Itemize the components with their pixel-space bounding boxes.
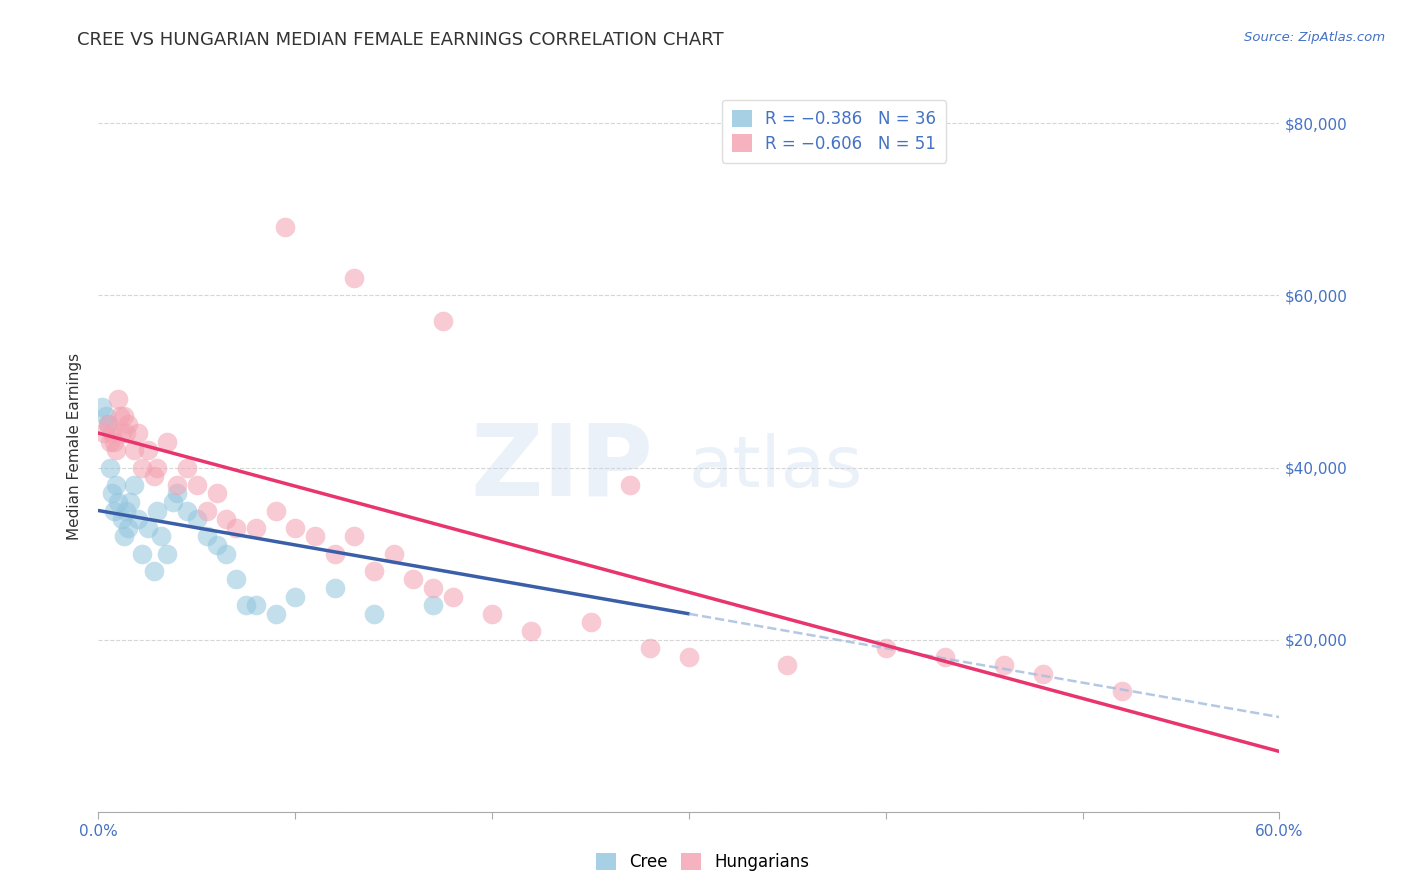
Point	[103, 434, 125, 449]
Point	[323, 581, 346, 595]
Point	[122, 443, 145, 458]
Point	[875, 641, 897, 656]
Point	[343, 271, 366, 285]
Point	[343, 529, 366, 543]
Point	[136, 521, 159, 535]
Point	[274, 219, 297, 234]
Text: CREE VS HUNGARIAN MEDIAN FEMALE EARNINGS CORRELATION CHART: CREE VS HUNGARIAN MEDIAN FEMALE EARNINGS…	[77, 31, 724, 49]
Point	[146, 460, 169, 475]
Point	[934, 649, 956, 664]
Point	[215, 547, 238, 561]
Point	[97, 417, 120, 432]
Point	[186, 477, 208, 491]
Point	[579, 615, 602, 630]
Legend: R = −0.386   N = 36, R = −0.606   N = 51: R = −0.386 N = 36, R = −0.606 N = 51	[723, 100, 946, 162]
Point	[107, 495, 129, 509]
Point	[245, 598, 267, 612]
Point	[264, 503, 287, 517]
Point	[402, 573, 425, 587]
Point	[235, 598, 257, 612]
Point	[131, 547, 153, 561]
Point	[91, 401, 114, 415]
Point	[117, 521, 139, 535]
Point	[118, 495, 141, 509]
Point	[105, 443, 128, 458]
Point	[432, 314, 454, 328]
Y-axis label: Median Female Earnings: Median Female Earnings	[67, 352, 83, 540]
Point	[363, 564, 385, 578]
Point	[225, 521, 247, 535]
Point	[136, 443, 159, 458]
Text: ZIP: ZIP	[471, 419, 654, 516]
Point	[422, 598, 444, 612]
Point	[131, 460, 153, 475]
Point	[264, 607, 287, 621]
Point	[284, 521, 307, 535]
Point	[619, 477, 641, 491]
Text: atlas: atlas	[689, 434, 863, 502]
Point	[166, 477, 188, 491]
Point	[520, 624, 543, 638]
Point	[156, 434, 179, 449]
Point	[363, 607, 385, 621]
Text: Source: ZipAtlas.com: Source: ZipAtlas.com	[1244, 31, 1385, 45]
Point	[115, 503, 138, 517]
Point	[97, 417, 120, 432]
Point	[115, 426, 138, 441]
Point	[215, 512, 238, 526]
Point	[146, 503, 169, 517]
Point	[96, 409, 118, 423]
Point	[1111, 684, 1133, 698]
Point	[107, 392, 129, 406]
Point	[127, 512, 149, 526]
Point	[304, 529, 326, 543]
Point	[105, 477, 128, 491]
Point	[195, 503, 218, 517]
Point	[111, 426, 134, 441]
Point	[776, 658, 799, 673]
Point	[205, 538, 228, 552]
Point	[225, 573, 247, 587]
Point	[176, 460, 198, 475]
Point	[284, 590, 307, 604]
Point	[195, 529, 218, 543]
Point	[122, 477, 145, 491]
Point	[150, 529, 173, 543]
Point	[103, 503, 125, 517]
Point	[382, 547, 405, 561]
Point	[481, 607, 503, 621]
Point	[993, 658, 1015, 673]
Point	[678, 649, 700, 664]
Point	[111, 512, 134, 526]
Point	[101, 426, 124, 441]
Point	[101, 486, 124, 500]
Point	[98, 434, 121, 449]
Point	[117, 417, 139, 432]
Point	[166, 486, 188, 500]
Point	[1032, 667, 1054, 681]
Point	[422, 581, 444, 595]
Point	[186, 512, 208, 526]
Point	[93, 426, 115, 441]
Point	[323, 547, 346, 561]
Point	[205, 486, 228, 500]
Point	[142, 564, 165, 578]
Point	[108, 409, 131, 423]
Point	[176, 503, 198, 517]
Point	[98, 460, 121, 475]
Legend: Cree, Hungarians: Cree, Hungarians	[588, 845, 818, 880]
Point	[441, 590, 464, 604]
Point	[112, 529, 135, 543]
Point	[127, 426, 149, 441]
Point	[245, 521, 267, 535]
Point	[156, 547, 179, 561]
Point	[162, 495, 184, 509]
Point	[112, 409, 135, 423]
Point	[142, 469, 165, 483]
Point	[638, 641, 661, 656]
